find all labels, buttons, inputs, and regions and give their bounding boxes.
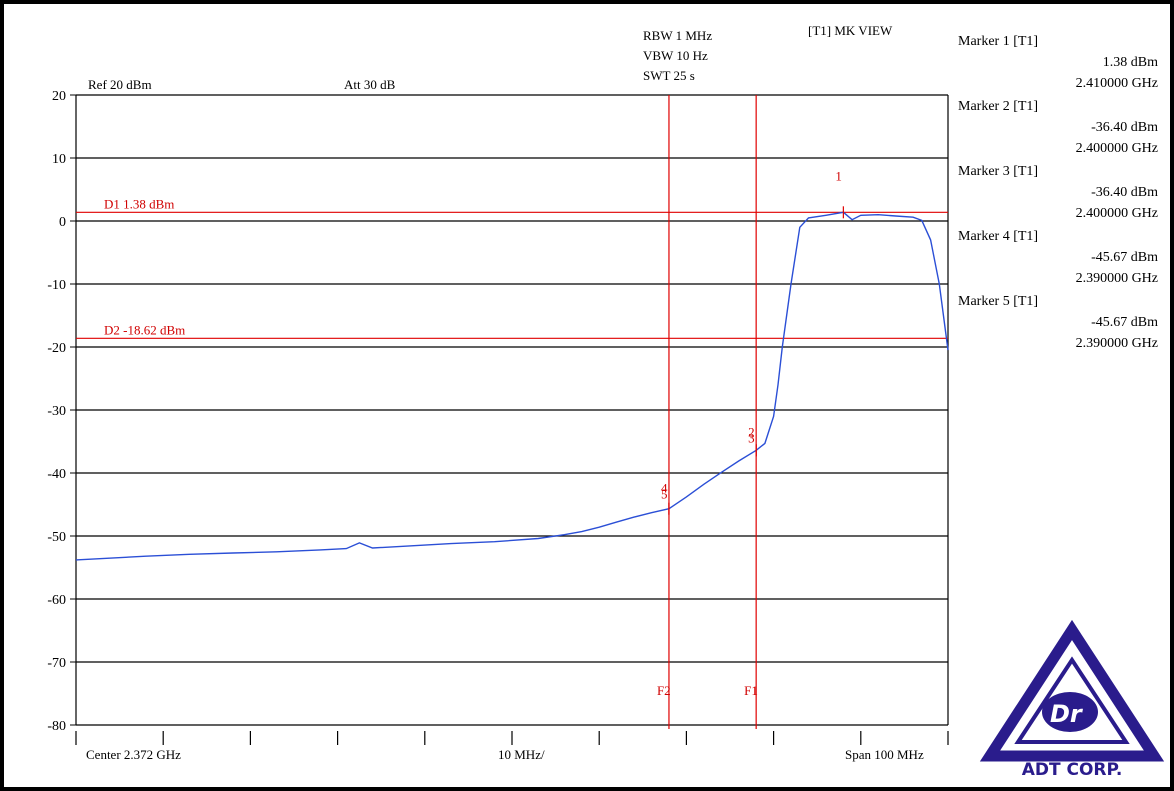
- marker-title: Marker 3 [T1]: [958, 164, 1038, 179]
- vbw-label: VBW 10 Hz: [643, 48, 708, 63]
- marker-level: -36.40 dBm: [1091, 185, 1158, 200]
- plot-grid: [75, 94, 949, 726]
- division-label: 10 MHz/: [498, 747, 545, 762]
- y-tick-label: 20: [52, 89, 66, 104]
- y-tick-label: -50: [47, 530, 66, 545]
- y-tick-label: -40: [47, 467, 66, 482]
- display-line-label: D2 -18.62 dBm: [104, 322, 185, 337]
- svg-text:Dr: Dr: [1050, 700, 1084, 728]
- marker-label: 4: [661, 481, 668, 496]
- trace-layer: [75, 211, 949, 561]
- marker-frequency: 2.390000 GHz: [1076, 336, 1158, 351]
- marker-title: Marker 2 [T1]: [958, 99, 1038, 114]
- adt-logo: Dr ADT CORP.: [979, 619, 1165, 780]
- center-frequency-label: Center 2.372 GHz: [86, 747, 181, 762]
- x-axis: [75, 731, 949, 745]
- marker-layer: 1 23 45: [661, 168, 844, 515]
- y-tick-label: -60: [47, 593, 66, 608]
- display-lines: D1 1.38 dBm D2 -18.62 dBm: [76, 196, 948, 339]
- y-tick-label: -80: [47, 719, 66, 734]
- logo-text: ADT CORP.: [1022, 760, 1123, 780]
- marker-frequency: 2.400000 GHz: [1076, 206, 1158, 221]
- ref-level-label: Ref 20 dBm: [88, 77, 152, 92]
- marker-frequency: 2.390000 GHz: [1076, 271, 1158, 286]
- rbw-label: RBW 1 MHz: [643, 28, 712, 43]
- display-line-label: D1 1.38 dBm: [104, 196, 174, 211]
- y-tick-label: -10: [47, 278, 66, 293]
- span-label: Span 100 MHz: [845, 747, 924, 762]
- marker-level: -36.40 dBm: [1091, 120, 1158, 135]
- marker-title: Marker 5 [T1]: [958, 294, 1038, 309]
- y-axis: 20 10 0 -10 -20 -30 -40 -50 -60 -70 -80: [47, 89, 76, 734]
- marker-label: 2: [748, 424, 755, 439]
- frequency-line-label: F1: [744, 683, 758, 698]
- marker-label: 1: [835, 168, 842, 183]
- y-tick-label: -20: [47, 341, 66, 356]
- y-tick-label: 0: [59, 215, 66, 230]
- marker-label: 5: [661, 487, 668, 502]
- marker-level: -45.67 dBm: [1091, 250, 1158, 265]
- y-tick-label: -30: [47, 404, 66, 419]
- frequency-line-label: F2: [657, 683, 671, 698]
- marker-level: 1.38 dBm: [1103, 55, 1158, 70]
- frequency-lines: F1 F2: [657, 95, 758, 729]
- y-tick-label: -70: [47, 656, 66, 671]
- marker-title: Marker 4 [T1]: [958, 229, 1038, 244]
- trace-line: [75, 211, 949, 561]
- attenuation-label: Att 30 dB: [344, 77, 396, 92]
- marker-readout-panel: Marker 1 [T1] 1.38 dBm 2.410000 GHz Marker …: [958, 34, 1158, 351]
- marker-frequency: 2.400000 GHz: [1076, 141, 1158, 156]
- y-tick-label: 10: [52, 152, 66, 167]
- marker-level: -45.67 dBm: [1091, 315, 1158, 330]
- marker-frequency: 2.410000 GHz: [1076, 76, 1158, 91]
- marker-label: 3: [748, 430, 755, 445]
- view-mode-label: [T1] MK VIEW: [808, 23, 893, 38]
- marker-title: Marker 1 [T1]: [958, 34, 1038, 49]
- sweep-time-label: SWT 25 s: [643, 68, 695, 83]
